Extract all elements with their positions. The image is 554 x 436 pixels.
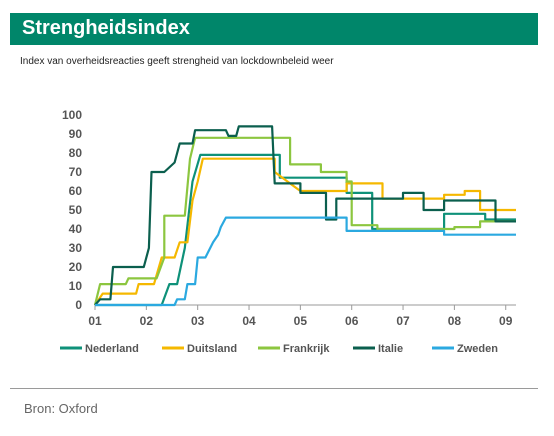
y-tick-label: 90 [69, 127, 83, 141]
x-tick-label: 05 [294, 314, 308, 328]
x-tick-label: 06 [345, 314, 359, 328]
series-lines [93, 125, 516, 307]
source-note: Bron: Oxford [24, 401, 98, 416]
legend-label-zweden: Zweden [457, 343, 498, 355]
y-tick-label: 20 [69, 260, 83, 274]
y-tick-label: 40 [69, 222, 83, 236]
y-tick-label: 50 [69, 203, 83, 217]
x-tick-label: 04 [242, 314, 256, 328]
title-bar: Strengheidsindex [10, 13, 538, 45]
y-tick-label: 70 [69, 165, 83, 179]
legend-label-italie: Italie [378, 343, 403, 355]
y-axis: 0 10 20 30 40 50 60 70 80 90 100 [62, 108, 82, 312]
y-tick-label: 60 [69, 184, 83, 198]
legend-label-duitsland: Duitsland [187, 343, 237, 355]
y-tick-label: 10 [69, 279, 83, 293]
legend: Nederland Duitsland Frankrijk Italie Zweden [60, 343, 498, 355]
x-tick-label: 01 [88, 314, 102, 328]
y-tick-label: 30 [69, 241, 83, 255]
y-tick-label: 0 [75, 298, 82, 312]
legend-label-nederland: Nederland [85, 343, 139, 355]
series-line-nederland [95, 153, 516, 307]
y-tick-label: 80 [69, 146, 83, 160]
x-axis: 01 02 03 04 05 06 07 08 09 [88, 304, 516, 328]
x-tick-label: 09 [499, 314, 513, 328]
divider [10, 388, 538, 389]
page-title: Strengheidsindex [22, 17, 190, 39]
x-tick-label: 03 [191, 314, 205, 328]
chart-subtitle: Index van overheidsreacties geeft streng… [20, 56, 334, 67]
x-tick-label: 02 [140, 314, 154, 328]
series-line-zweden [95, 216, 516, 307]
series-line-frankrijk [93, 136, 516, 306]
x-tick-label: 08 [448, 314, 462, 328]
series-line-duitsland [94, 157, 516, 306]
x-tick-label: 07 [396, 314, 410, 328]
y-tick-label: 100 [62, 108, 82, 122]
series-line-italie [94, 125, 516, 306]
legend-label-frankrijk: Frankrijk [283, 343, 330, 355]
